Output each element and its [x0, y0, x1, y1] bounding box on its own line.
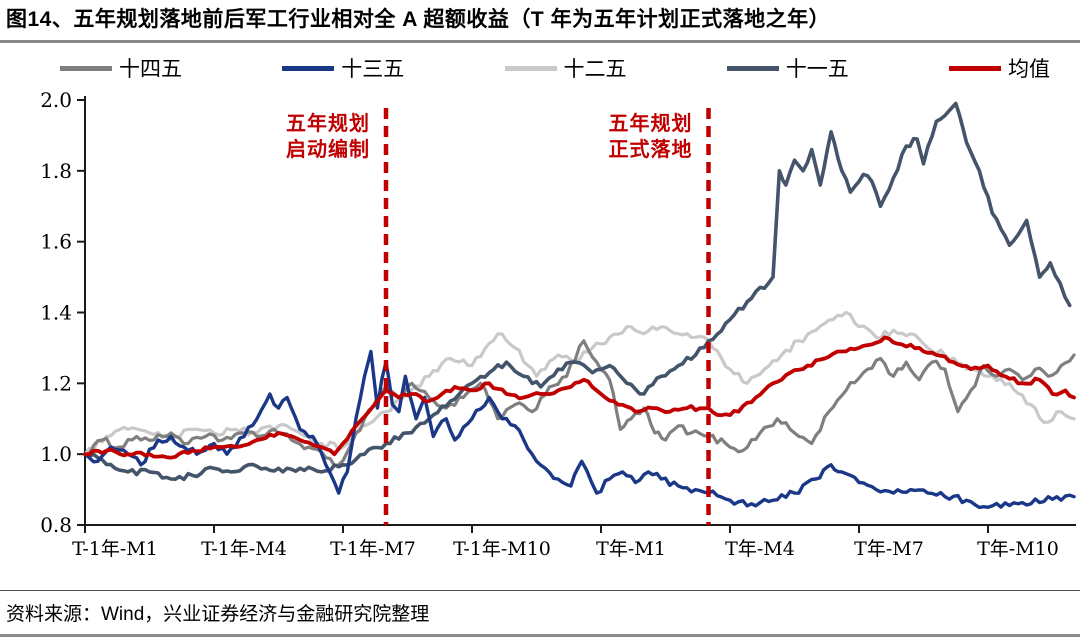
y-tick-label: 1.8: [40, 159, 72, 183]
legend-label: 均值: [1008, 57, 1050, 81]
legend-marker-icon: [282, 65, 335, 71]
footer-divider: [0, 590, 1080, 591]
legend-item-3: 十一五: [726, 53, 849, 83]
x-tick-label: T-1年-M7: [330, 538, 416, 560]
x-tick-label: T年-M10: [977, 538, 1059, 560]
event-annotation: 五年规划启动编制: [286, 111, 370, 161]
series-line-0: [83, 339, 1076, 467]
y-tick-label: 1.6: [40, 230, 72, 254]
legend-item-0: 十四五: [60, 53, 182, 83]
legend-label: 十四五: [119, 57, 182, 81]
excess-return-line-chart: 2.0 1.8 1.6 1.4 1.2 1.0 0.8T-1年-M1 T-1年-M4 T-1年-…: [40, 88, 1076, 560]
chart-legend: 十四五 十三五 十二五 十一五 均值: [60, 52, 1050, 84]
bottom-border: [0, 634, 1080, 637]
legend-label: 十二五: [563, 57, 627, 81]
series-line-4: [83, 335, 1076, 460]
legend-marker-icon: [60, 65, 112, 71]
legend-marker-icon: [726, 65, 779, 71]
y-tick-label: 1.2: [40, 371, 72, 395]
y-tick-label: 2.0: [40, 88, 72, 112]
source-note: 资料来源：Wind，兴业证券经济与金融研究院整理: [6, 604, 430, 625]
legend-label: 十三五: [341, 57, 405, 81]
legend-item-2: 十二五: [504, 53, 627, 83]
x-tick-label: T-1年-M4: [201, 538, 287, 560]
chart-area: 2.0 1.8 1.6 1.4 1.2 1.0 0.8 T-1年-M1 T-1年-M4 T-1年-…: [0, 88, 1080, 566]
figure-title: 图14、五年规划落地前后军工行业相对全 A 超额收益（T 年为五年计划正式落地之…: [6, 8, 831, 31]
x-tick-label: T-1年-M1: [72, 538, 158, 560]
series-line-2: [83, 310, 1076, 456]
x-tick-label: T年-M1: [596, 538, 666, 560]
legend-label: 十一五: [785, 57, 849, 81]
legend-marker-icon: [949, 65, 1001, 71]
legend-marker-icon: [504, 65, 557, 71]
x-tick-label: T年-M7: [854, 538, 924, 560]
x-tick-label: T年-M4: [725, 538, 795, 560]
legend-item-1: 十三五: [282, 53, 404, 83]
series-line-3: [83, 101, 1072, 482]
y-tick-label: 1.0: [40, 442, 72, 466]
y-tick-label: 1.4: [40, 301, 72, 325]
series-line-1: [83, 349, 1076, 510]
legend-item-4: 均值: [949, 53, 1050, 83]
y-tick-label: 0.8: [40, 513, 72, 537]
x-tick-label: T-1年-M10: [453, 538, 551, 560]
event-annotation: 五年规划正式落地: [609, 111, 693, 161]
title-divider: [0, 40, 1080, 43]
